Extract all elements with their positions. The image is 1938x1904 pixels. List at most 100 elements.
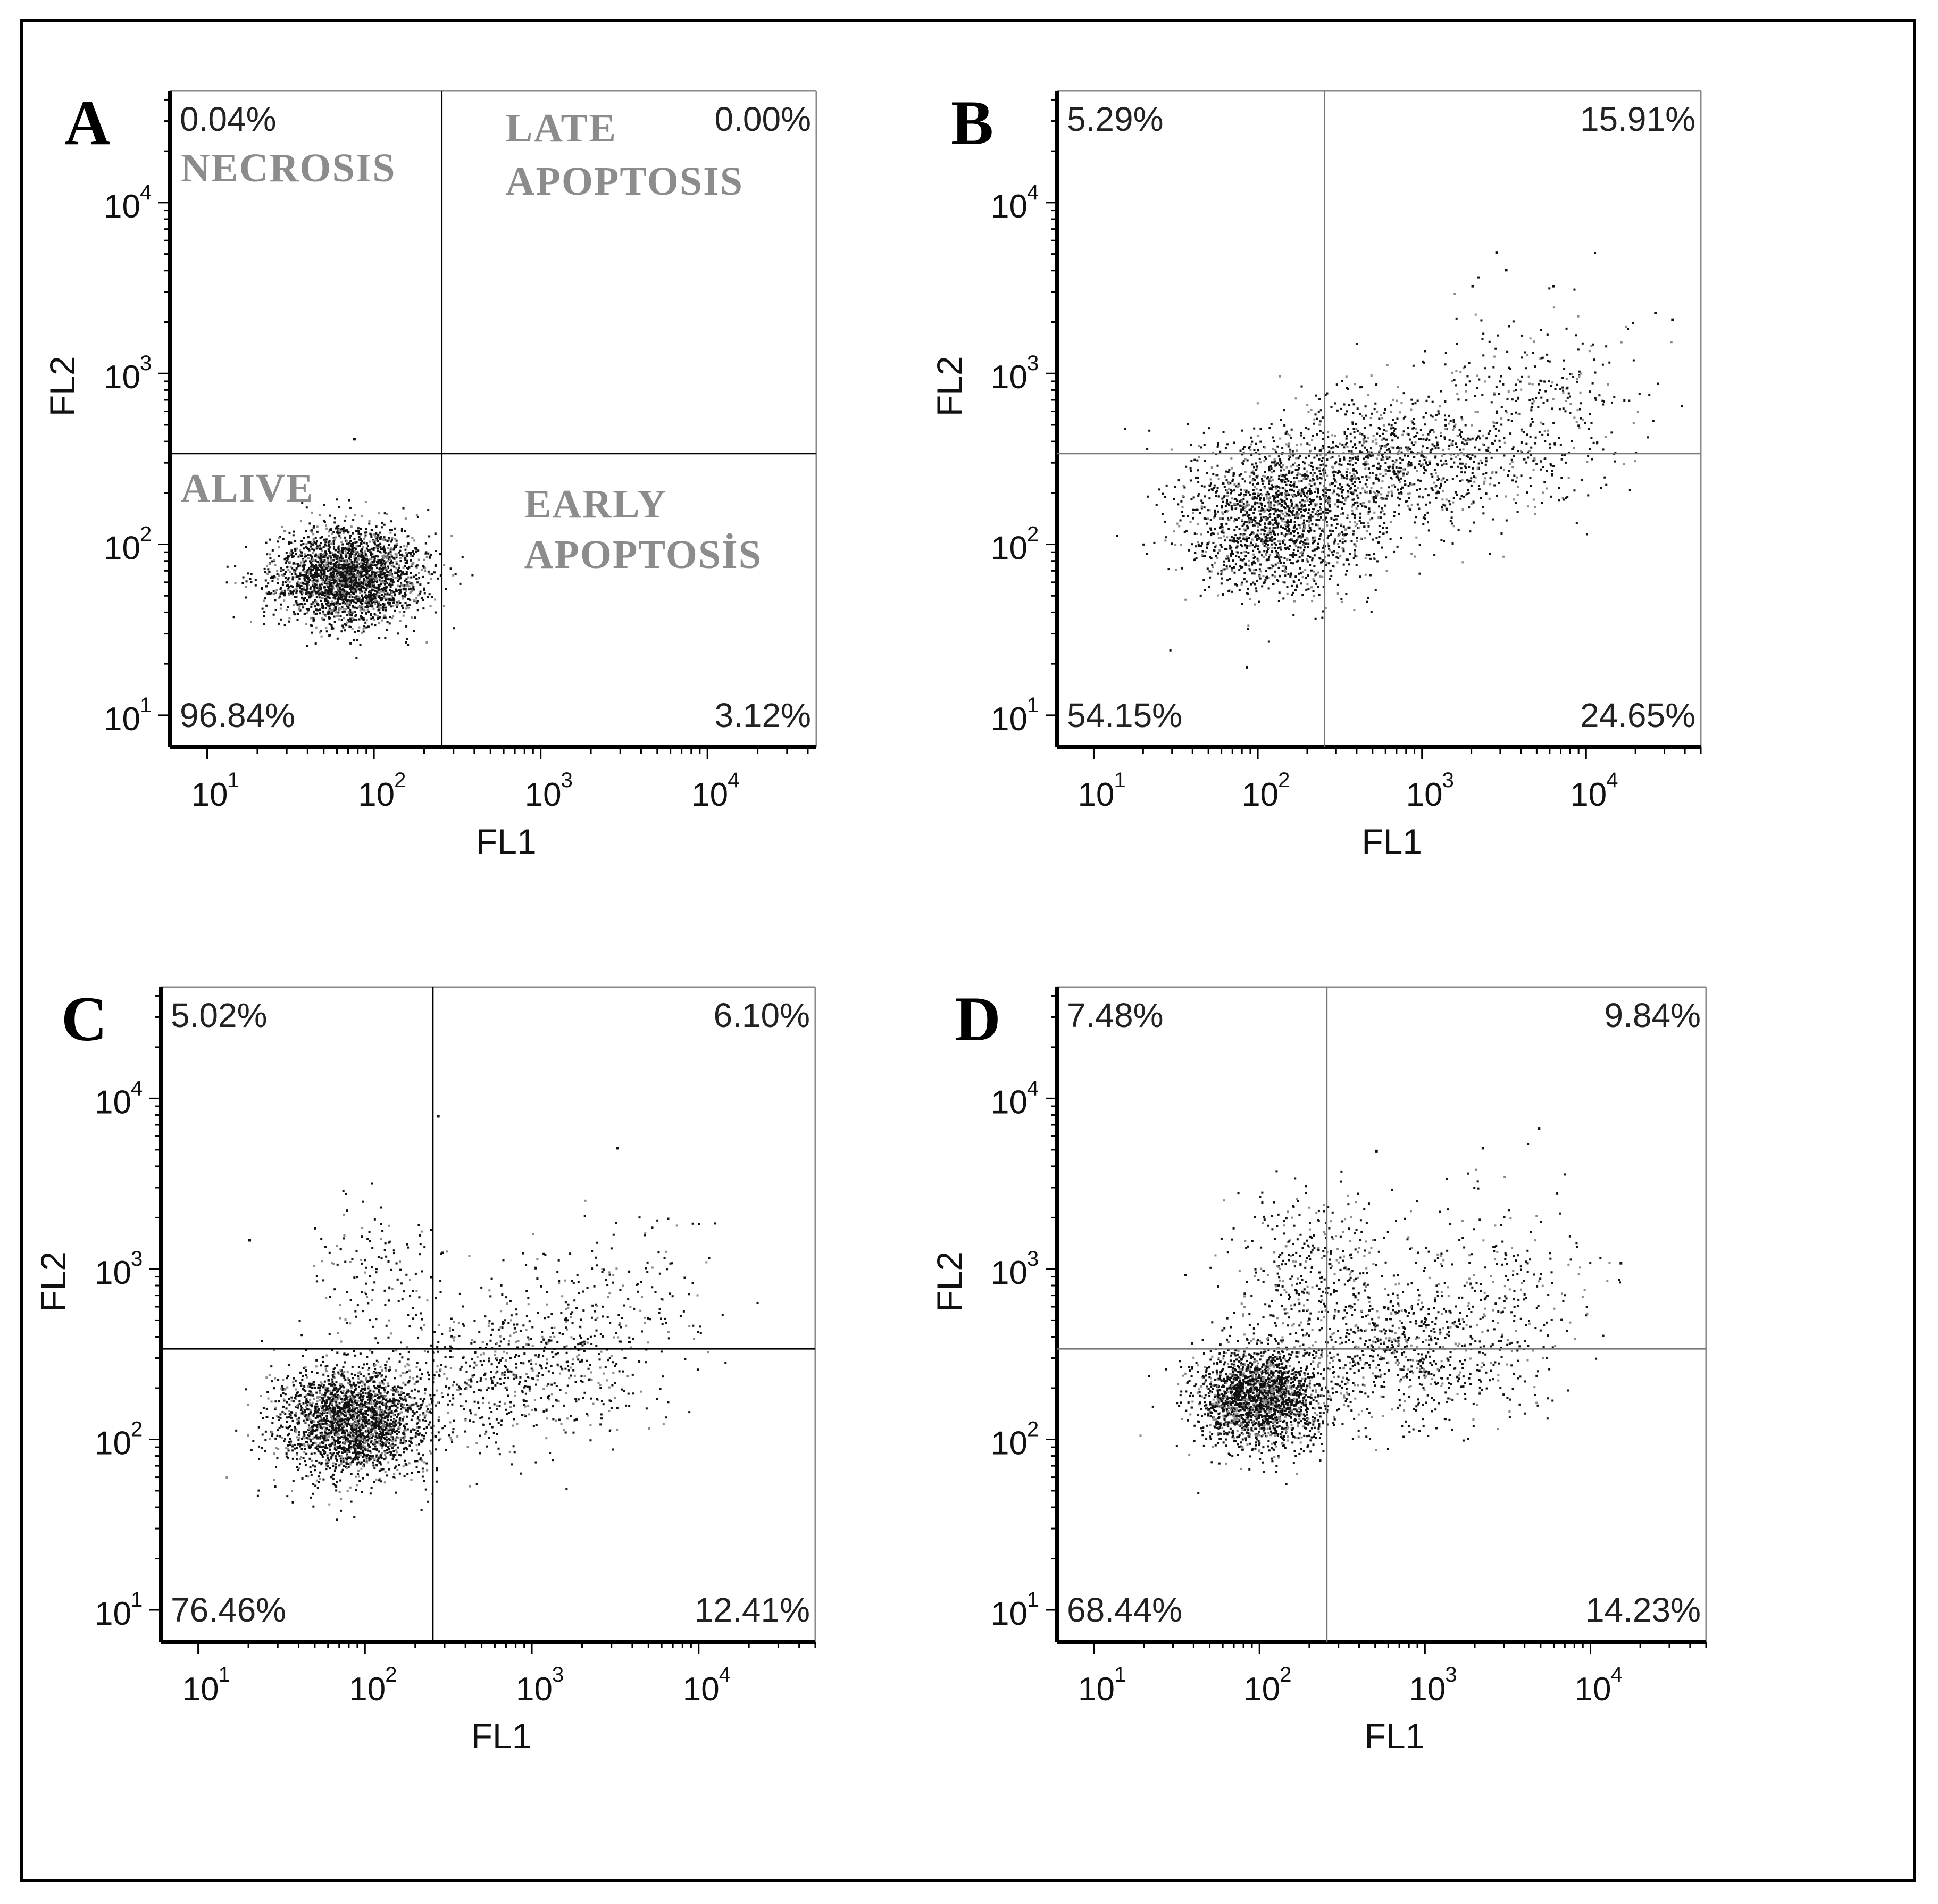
data-point bbox=[1540, 468, 1542, 471]
data-point bbox=[1304, 527, 1307, 529]
data-point bbox=[277, 578, 279, 581]
data-point bbox=[356, 587, 358, 590]
data-point bbox=[377, 587, 380, 589]
data-point bbox=[299, 582, 302, 584]
data-point bbox=[287, 606, 289, 608]
data-point bbox=[336, 583, 339, 586]
data-point bbox=[360, 615, 362, 617]
data-point bbox=[293, 611, 295, 613]
data-point bbox=[1531, 383, 1534, 386]
data-point bbox=[347, 563, 350, 565]
data-point bbox=[1327, 435, 1330, 438]
data-point bbox=[388, 556, 391, 558]
data-point bbox=[1318, 467, 1321, 470]
data-point bbox=[353, 557, 356, 559]
data-point bbox=[1302, 530, 1305, 532]
data-point bbox=[363, 541, 366, 544]
data-point bbox=[346, 605, 348, 608]
data-point bbox=[1374, 589, 1377, 591]
data-point bbox=[1282, 565, 1284, 567]
data-point bbox=[320, 599, 322, 602]
data-point bbox=[1343, 431, 1346, 433]
data-point bbox=[330, 567, 333, 570]
data-point bbox=[1331, 551, 1333, 554]
data-point bbox=[1444, 428, 1447, 430]
data-point bbox=[366, 585, 369, 588]
data-point bbox=[424, 567, 427, 570]
data-point bbox=[354, 611, 356, 613]
data-point bbox=[378, 579, 381, 582]
data-point bbox=[1222, 431, 1225, 433]
data-point bbox=[350, 573, 353, 576]
data-point bbox=[316, 578, 319, 581]
data-point bbox=[1352, 473, 1355, 476]
data-point bbox=[370, 562, 372, 564]
data-point bbox=[1286, 513, 1289, 515]
data-point bbox=[381, 577, 383, 579]
data-point bbox=[1277, 494, 1280, 496]
data-point bbox=[1238, 569, 1241, 571]
data-point bbox=[1465, 455, 1468, 458]
data-point bbox=[1201, 550, 1204, 553]
data-point bbox=[1369, 518, 1372, 521]
data-point bbox=[314, 613, 317, 615]
data-point bbox=[1269, 533, 1272, 536]
data-point bbox=[299, 587, 302, 589]
data-point bbox=[374, 575, 377, 578]
data-point bbox=[1306, 404, 1309, 406]
data-point bbox=[399, 577, 402, 580]
data-point bbox=[1260, 503, 1263, 505]
data-point bbox=[354, 513, 356, 516]
data-point bbox=[352, 572, 354, 575]
data-point bbox=[358, 553, 361, 556]
data-point bbox=[339, 593, 341, 596]
data-point bbox=[445, 588, 447, 590]
data-point bbox=[361, 603, 364, 605]
data-point bbox=[1344, 499, 1347, 502]
data-point bbox=[1256, 402, 1259, 405]
data-point bbox=[365, 580, 368, 582]
data-point bbox=[1500, 406, 1503, 409]
data-point bbox=[381, 555, 384, 557]
data-point bbox=[1340, 495, 1343, 498]
data-point bbox=[390, 559, 392, 562]
data-point bbox=[363, 578, 365, 580]
y-tick-exponent: 1 bbox=[1027, 694, 1039, 717]
data-point bbox=[400, 528, 403, 530]
data-point bbox=[1301, 523, 1304, 525]
data-point bbox=[405, 641, 407, 644]
data-point bbox=[1307, 542, 1310, 545]
data-point bbox=[371, 569, 373, 571]
data-point bbox=[386, 621, 389, 623]
data-point bbox=[390, 578, 392, 580]
data-point bbox=[1184, 598, 1187, 601]
data-point bbox=[1201, 542, 1204, 545]
data-point bbox=[1416, 489, 1418, 491]
data-point bbox=[362, 561, 364, 563]
data-point bbox=[280, 591, 283, 594]
data-point bbox=[1473, 475, 1475, 478]
data-point bbox=[381, 609, 384, 612]
data-point bbox=[1256, 482, 1258, 485]
data-point bbox=[333, 567, 336, 570]
data-point bbox=[1309, 479, 1312, 482]
data-point bbox=[1444, 463, 1447, 465]
data-point bbox=[1368, 450, 1371, 453]
data-point bbox=[279, 536, 281, 538]
data-point bbox=[311, 564, 313, 567]
data-point bbox=[1352, 428, 1355, 430]
data-point bbox=[359, 591, 362, 594]
data-point bbox=[413, 629, 415, 632]
data-point bbox=[1533, 458, 1536, 461]
data-point bbox=[327, 557, 329, 559]
data-point bbox=[347, 610, 350, 613]
data-point bbox=[313, 586, 315, 588]
data-point bbox=[1308, 524, 1310, 527]
data-point bbox=[294, 588, 297, 591]
data-point bbox=[1367, 463, 1369, 465]
data-point bbox=[331, 532, 333, 535]
data-point bbox=[1456, 494, 1458, 496]
data-point bbox=[1330, 406, 1333, 408]
data-point bbox=[416, 578, 419, 580]
data-point bbox=[1405, 500, 1407, 503]
